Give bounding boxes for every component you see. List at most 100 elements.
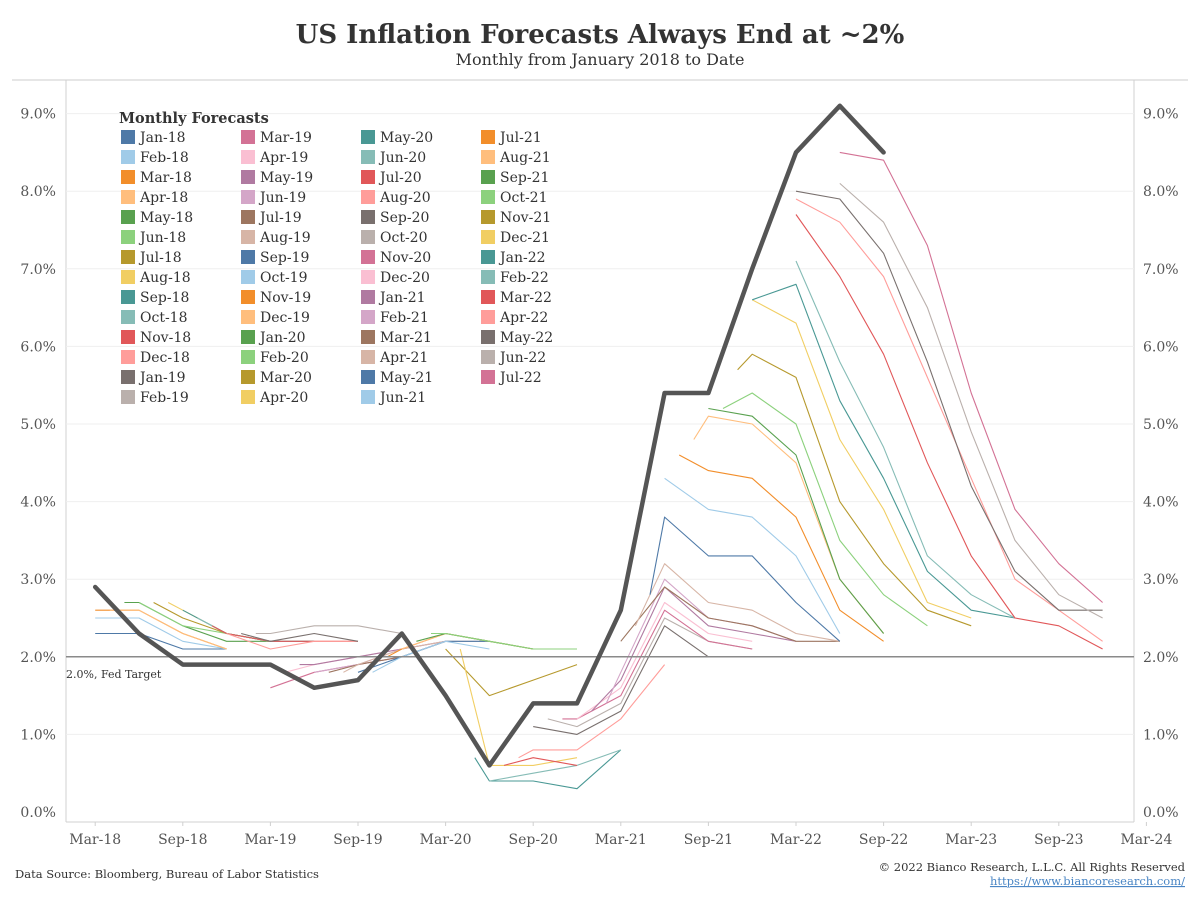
legend-swatch (361, 330, 375, 344)
y-tick-label-right: 4.0% (1143, 495, 1179, 511)
legend-swatch (241, 310, 255, 324)
legend-label: Jul-18 (138, 250, 182, 266)
legend-label: Jan-22 (498, 250, 546, 266)
series-line-dec-18 (226, 632, 358, 650)
series-line-jul-21 (678, 454, 884, 642)
legend-swatch (481, 310, 495, 324)
legend-label: Aug-20 (379, 190, 431, 206)
x-tick-label: Mar-22 (770, 832, 822, 848)
y-tick-label-right: 3.0% (1143, 572, 1179, 588)
legend-swatch (121, 210, 135, 224)
y-tick-label-left: 6.0% (20, 339, 56, 355)
legend-label: May-19 (260, 170, 313, 186)
legend-label: Sep-20 (380, 210, 429, 226)
series-line-oct-19 (372, 640, 490, 673)
x-tick-label: Sep-22 (859, 832, 908, 848)
series-line-aug-20 (518, 664, 666, 759)
legend-swatch (241, 230, 255, 244)
x-tick-label: Mar-21 (595, 832, 647, 848)
series-line-oct-21 (722, 392, 928, 627)
series-line-sep-21 (708, 407, 885, 634)
legend-label: Sep-21 (500, 170, 549, 186)
legend-swatch (241, 350, 255, 364)
legend-swatch (481, 170, 495, 184)
legend-swatch (121, 250, 135, 264)
series-line-feb-22 (795, 260, 1016, 619)
legend-swatch (361, 370, 375, 384)
series-line-nov-20 (562, 609, 753, 720)
legend-swatch (481, 330, 495, 344)
legend-swatch (361, 350, 375, 364)
y-tick-label-left: 9.0% (20, 107, 56, 123)
x-tick-label: Mar-24 (1120, 832, 1172, 848)
series-line-jun-21 (664, 477, 841, 634)
legend-label: Nov-21 (500, 210, 551, 226)
series-line-apr-22 (795, 198, 1103, 642)
series-line-feb-19 (255, 625, 402, 635)
series-line-mar-22 (795, 214, 1103, 650)
legend-swatch (481, 150, 495, 164)
legend-swatch (481, 350, 495, 364)
series-line-jul-22 (839, 151, 1103, 603)
legend-swatch (361, 390, 375, 404)
series-line-dec-20 (576, 601, 753, 720)
data-source: Data Source: Bloomberg, Bureau of Labor … (15, 867, 319, 881)
y-tick-label-left: 1.0% (20, 727, 56, 743)
series-line-oct-20 (547, 617, 753, 728)
legend-label: Jul-21 (498, 130, 542, 146)
series-line-feb-20 (431, 632, 577, 650)
legend-label: Nov-19 (260, 290, 311, 306)
x-tick-label: Sep-18 (158, 832, 207, 848)
legend-label: Jun-22 (498, 350, 546, 366)
y-tick-label-right: 0.0% (1143, 805, 1179, 821)
legend-swatch (121, 370, 135, 384)
legend-label: Jan-20 (258, 330, 306, 346)
actual-cpi-polyline (92, 103, 886, 768)
x-tick-label: Sep-20 (509, 832, 558, 848)
x-tick-label: Mar-18 (69, 832, 121, 848)
legend-swatch (481, 250, 495, 264)
legend-label: Feb-18 (140, 150, 189, 166)
plot-frame (65, 80, 1135, 823)
copyright: © 2022 Bianco Research, L.L.C. All Right… (879, 860, 1186, 874)
series-line-apr-21 (634, 563, 840, 642)
y-tick-label-right: 1.0% (1143, 727, 1179, 743)
series-line-jan-18 (95, 632, 227, 650)
legend-label: Mar-20 (260, 370, 312, 386)
legend-label: May-20 (380, 130, 433, 146)
y-tick-label-right: 8.0% (1143, 184, 1179, 200)
legend-swatch (481, 270, 495, 284)
y-tick-label-right: 7.0% (1143, 262, 1179, 278)
legend-swatch (241, 370, 255, 384)
legend-swatch (121, 290, 135, 304)
y-tick-label-left: 7.0% (20, 262, 56, 278)
legend-label: Feb-19 (140, 390, 189, 406)
fed-target-line: 2.0%, Fed Target (66, 656, 1134, 681)
legend-swatch (361, 170, 375, 184)
legend-swatch (361, 210, 375, 224)
series-line-dec-21 (751, 299, 972, 619)
legend-label: May-18 (140, 210, 193, 226)
legend-label: Dec-21 (500, 230, 550, 246)
legend-swatch (361, 130, 375, 144)
legend-label: Oct-20 (380, 230, 428, 246)
series-line-may-21 (649, 516, 841, 642)
legend-label: Jun-20 (378, 150, 426, 166)
legend-swatch (361, 290, 375, 304)
legend-label: Apr-18 (139, 190, 188, 206)
legend-label: Jun-18 (138, 230, 186, 246)
series-line-jul-20 (503, 757, 578, 766)
series-line-feb-18 (95, 617, 227, 650)
y-tick-label-left: 5.0% (20, 417, 56, 433)
legend-swatch (241, 190, 255, 204)
fed-target-label: 2.0%, Fed Target (66, 668, 162, 681)
y-tick-label-right: 2.0% (1143, 650, 1179, 666)
y-tick-label-left: 2.0% (20, 650, 56, 666)
legend-label: Sep-18 (140, 290, 189, 306)
legend-label: Feb-21 (380, 310, 429, 326)
legend-swatch (361, 250, 375, 264)
legend-swatch (241, 210, 255, 224)
website-link[interactable]: https://www.biancoresearch.com/ (990, 874, 1185, 888)
series-line-may-20 (474, 749, 622, 790)
